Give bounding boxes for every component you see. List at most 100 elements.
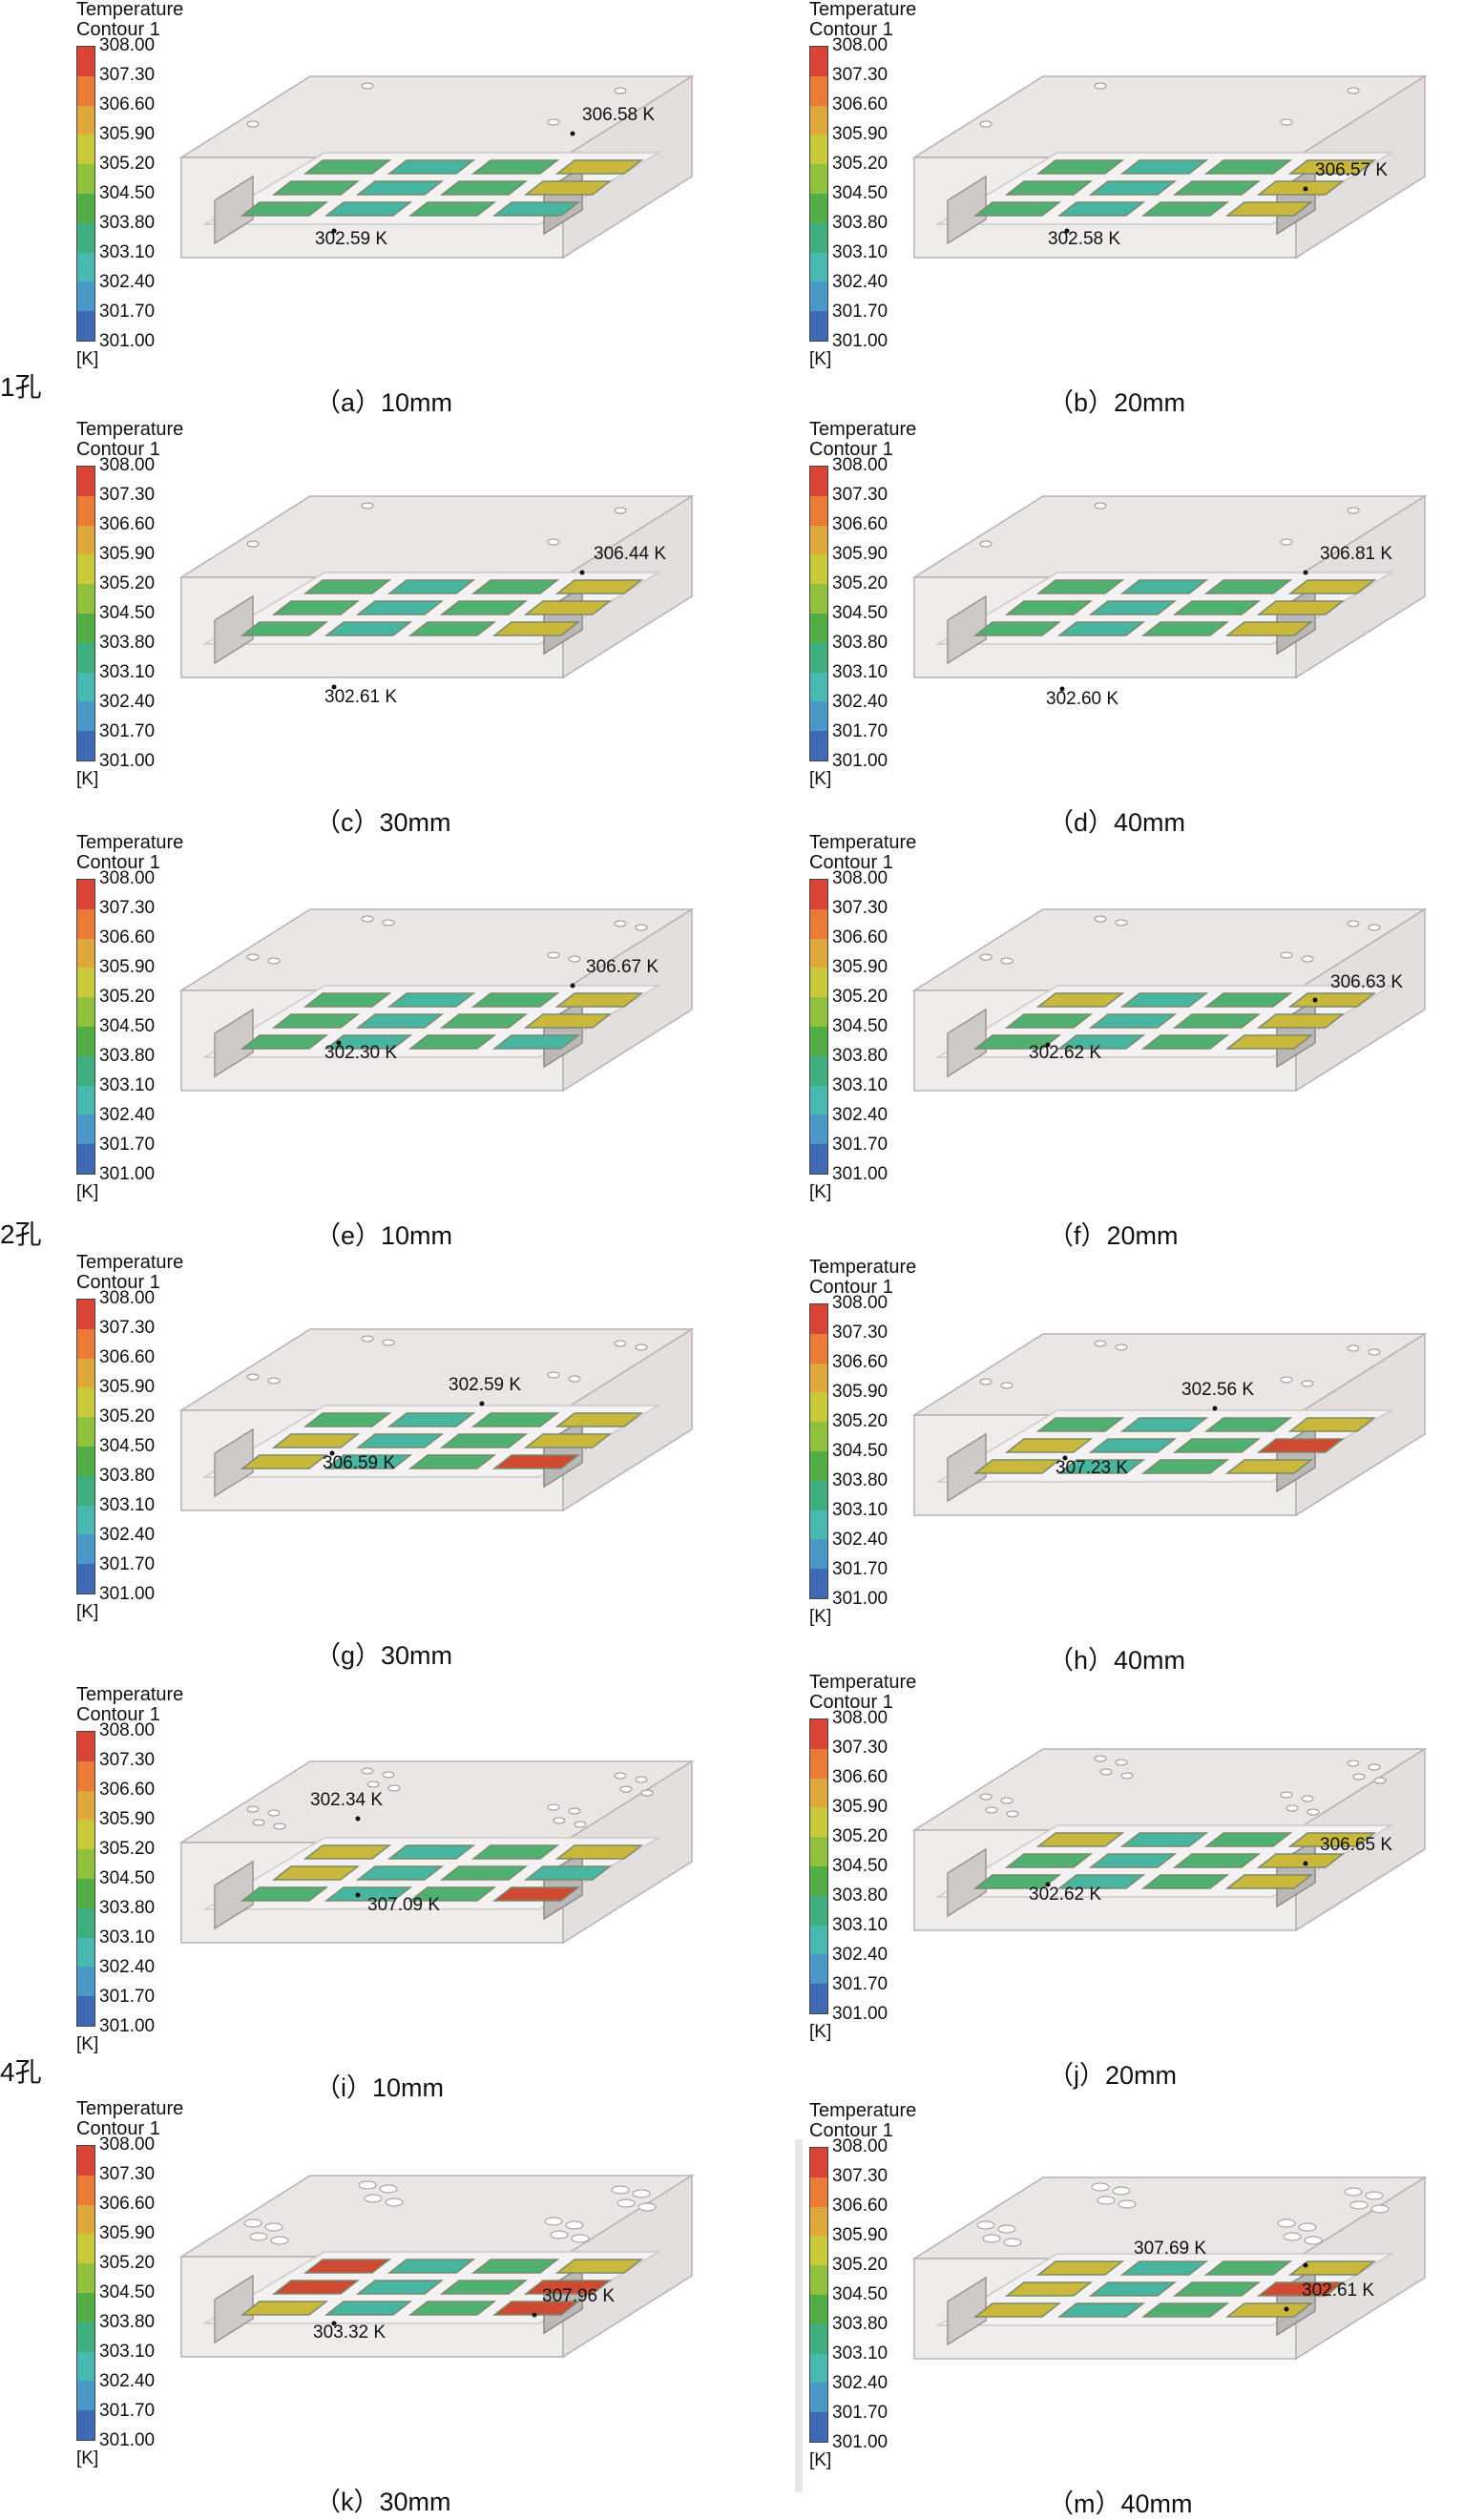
heat-source-tile [355,180,445,196]
max-temperature-probe [579,570,585,575]
legend-tick-label: 307.30 [832,2166,888,2186]
legend-title: Temperature Contour 1 [76,833,183,873]
vent-hole [249,2232,268,2241]
vent-hole [264,2222,283,2232]
color-bar-segment [77,1055,94,1086]
min-temperature-probe [331,2321,337,2326]
panel-caption: （h）40mm [1048,1646,1186,1675]
heat-source-tile [1172,1438,1262,1453]
color-bar-segment [810,731,827,760]
color-bar-segment [77,554,94,585]
heat-source-tile [303,1844,392,1860]
vent-hole [568,1375,581,1383]
vent-hole [379,2184,398,2194]
color-bar-segment [77,2204,94,2235]
heat-source-tile [1256,1438,1346,1453]
legend-title-line1: Temperature [809,0,917,20]
color-bar-segment [77,2175,94,2205]
inlet-panel-left [947,175,987,245]
vent-hole [387,1784,401,1792]
legend-title-line1: Temperature [76,2098,184,2119]
heat-source-tile [240,621,329,636]
color-bar-segment [810,1363,827,1393]
heat-source-tile [324,201,413,217]
legend-unit: [K] [809,349,832,369]
legend-title-line1: Temperature [809,1672,917,1693]
legend-title-line1: Temperature [76,832,184,853]
legend-title: Temperature Contour 1 [809,420,916,460]
heat-source-tile [1119,579,1209,594]
group-label-4-holes: 4孔 [0,2057,42,2087]
vent-hole [997,2224,1016,2234]
vent-hole [979,1378,993,1385]
legend-tick-label: 302.40 [832,692,888,712]
legend-tick-label: 305.20 [99,1406,156,1427]
color-bar-segment [810,495,827,526]
heat-source-tile [324,1886,413,1902]
color-bar-segment [77,1937,94,1968]
vent-hole [619,1785,633,1793]
legend-tick-label: 306.60 [99,1347,156,1367]
heat-source-tile [303,992,392,1008]
vent-hole [1301,955,1314,963]
heat-source-tile [972,621,1062,636]
legend-tick-label: 303.10 [99,1075,156,1095]
legend-tick-label: 305.90 [832,1382,888,1402]
panel-h: Temperature Contour 1 308.00 307.30 306.60 30… [733,1258,1439,1675]
vent-hole [382,1339,395,1346]
legend-ticks: 308.00 307.30 306.60 305.90 305.20 304.50 303.… [99,455,176,772]
legend-tick-label: 301.70 [832,1559,888,1579]
color-bar-segment [77,672,94,702]
heat-source-tile [1004,600,1094,615]
color-bar-segment [810,311,827,341]
legend-tick-label: 303.10 [832,662,888,682]
enclosure-temperature-scene: 306.44 K 302.61 K [178,494,695,707]
legend-tick-label: 303.80 [832,1470,888,1490]
legend-ticks: 308.00 307.30 306.60 305.90 305.20 304.50 303.… [832,2136,909,2453]
legend-tick-label: 308.00 [832,2136,888,2156]
legend-ticks: 308.00 307.30 306.60 305.90 305.20 304.50 303.… [99,868,176,1185]
color-bar-segment [77,2263,94,2293]
heat-source-tile [1004,180,1094,196]
legend-tick-label: 303.80 [99,1898,156,1918]
color-bar-segment [77,1358,94,1388]
legend-tick-label: 305.20 [832,2255,888,2275]
legend-tick-label: 306.60 [832,1767,888,1787]
vent-hole [571,2234,590,2243]
heat-source-tile [1203,1417,1293,1432]
legend-ticks: 308.00 307.30 306.60 305.90 305.20 304.50 303.… [99,1720,176,2037]
vent-hole [1285,1804,1299,1812]
vent-hole [614,507,627,514]
enclosure-temperature-scene: 302.59 K 306.59 K [178,1327,695,1512]
legend-tick-label: 303.10 [832,1500,888,1520]
color-bar-segment [77,281,94,312]
legend-tick-label: 301.70 [832,2403,888,2423]
color-bar-segment [77,997,94,1027]
vent-hole [1120,1772,1134,1780]
vent-hole [1280,1791,1293,1799]
max-temperature-probe [532,2312,537,2318]
vent-hole [614,1340,627,1347]
legend-tick-label: 303.80 [99,633,156,653]
vent-hole [246,1373,260,1381]
min-temperature-probe [355,1892,361,1898]
heat-source-tile [1119,2260,1209,2276]
heat-source-tile [491,1034,581,1050]
color-bar-segment [77,938,94,968]
vent-hole [1283,2232,1302,2241]
vent-hole [243,2218,262,2228]
heat-source-tile [303,2259,392,2274]
legend-tick-label: 302.40 [99,1525,156,1545]
color-bar [809,2147,828,2443]
color-bar-segment [77,584,94,614]
color-bar-segment [810,1480,827,1510]
vent-hole [550,2230,569,2239]
heat-source-tile [1224,2302,1314,2318]
min-temperature-label: 302.34 K [310,1790,383,1810]
min-temperature-probe [1059,686,1065,692]
heat-source-tile [1035,579,1125,594]
vent-hole [1368,924,1381,931]
heat-source-tile [355,1865,445,1881]
heat-source-tile [1140,1874,1230,1889]
color-bar-segment [810,193,827,223]
